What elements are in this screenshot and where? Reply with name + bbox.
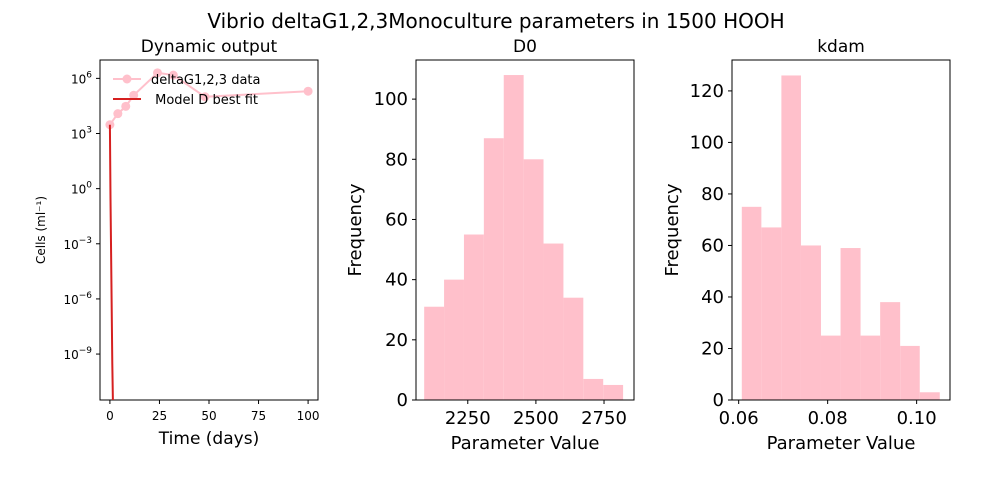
histogram-bar (860, 335, 881, 400)
dynamic-output-axes-frame (99, 59, 319, 401)
y-tick-label: 100 (690, 132, 724, 153)
d0-x-label: Parameter Value (451, 433, 600, 454)
kdam-y-ticks: 0 20 40 60 80 100 120 (690, 81, 732, 411)
y-tick-label: 10−9 (63, 346, 92, 362)
x-tick-label: 0 (106, 409, 114, 423)
x-tick-label: 0.10 (897, 408, 937, 429)
x-tick-label: 0.08 (808, 408, 848, 429)
y-tick-label: 120 (690, 81, 724, 102)
y-tick-label: 60 (385, 209, 408, 230)
histogram-bar (919, 392, 940, 400)
y-tick-label: 80 (701, 184, 724, 205)
x-tick-label: 75 (251, 409, 266, 423)
figure-title: Vibrio deltaG1,2,3Monoculture parameters… (207, 9, 784, 33)
d0-x-ticks: 2250 2500 2750 (445, 400, 627, 429)
data-point (152, 68, 162, 78)
histogram-bar (800, 245, 821, 400)
histogram-bar (424, 306, 445, 400)
y-tick-label: 0 (713, 390, 724, 411)
dynamic-output-x-label: Time (days) (158, 429, 259, 449)
legend-data-label: deltaG1,2,3 data (151, 73, 261, 88)
kdam-x-ticks: 0.06 0.08 0.10 (719, 400, 937, 429)
histogram-bar (603, 384, 624, 400)
x-tick-label: 50 (201, 409, 216, 423)
model-fit-line (108, 124, 114, 400)
y-tick-label: 40 (385, 270, 408, 291)
histogram-bar (523, 159, 544, 400)
legend-data-marker-swatch (122, 74, 132, 84)
histogram-bar (463, 234, 484, 400)
x-tick-label: 2750 (581, 408, 627, 429)
kdam-title: kdam (817, 37, 865, 57)
histogram-bar (781, 75, 801, 401)
histogram-bar (483, 138, 504, 400)
legend-model-label: Model D best fit (151, 93, 258, 108)
kdam-axes-frame (731, 59, 951, 401)
dynamic-output-legend: deltaG1,2,3 data Model D best fit (113, 73, 261, 108)
y-tick-label: 100 (374, 89, 408, 110)
histogram-bar (840, 248, 861, 400)
histogram-bar (444, 279, 464, 400)
y-tick-label: 106 (71, 70, 92, 86)
d0-title: D0 (513, 37, 537, 57)
data-point (168, 70, 178, 80)
y-tick-label: 60 (701, 235, 724, 256)
data-point (200, 92, 210, 102)
x-tick-label: 2250 (445, 408, 491, 429)
dynamic-output-plot-area (105, 68, 313, 400)
y-tick-label: 0 (397, 390, 408, 411)
histogram-bar (741, 206, 762, 400)
d0-histogram-panel: D0 0 20 40 60 80 100 2250 2500 2750 Parameter V… (345, 37, 635, 454)
histogram-bar (543, 243, 564, 400)
dynamic-output-y-label: Cells (ml⁻¹) (34, 196, 48, 264)
y-tick-label: 40 (701, 287, 724, 308)
histogram-bar (563, 297, 584, 400)
y-tick-label: 20 (701, 338, 724, 359)
data-point (121, 101, 131, 111)
x-tick-label: 0.06 (719, 408, 759, 429)
d0-y-label: Frequency (345, 183, 366, 276)
kdam-histogram-bars (741, 75, 940, 401)
y-tick-label: 103 (71, 126, 92, 142)
histogram-bar (761, 227, 782, 400)
y-tick-label: 80 (385, 149, 408, 170)
histogram-bar (820, 335, 841, 400)
dynamic-output-panel: Dynamic output 106 103 100 10−3 10−6 10−9 0 25… (34, 37, 320, 449)
kdam-x-label: Parameter Value (767, 433, 916, 454)
kdam-y-label: Frequency (662, 183, 683, 276)
dynamic-output-x-ticks: 0 25 50 75 100 (106, 400, 320, 423)
y-tick-label: 10−6 (63, 291, 92, 307)
histogram-bar (900, 345, 920, 400)
d0-axes-frame (415, 59, 635, 401)
data-point (129, 90, 139, 100)
histogram-bar (880, 302, 901, 400)
x-tick-label: 25 (152, 409, 167, 423)
data-point (113, 109, 123, 119)
y-tick-label: 10−3 (63, 236, 92, 252)
y-tick-label: 100 (71, 181, 92, 197)
d0-histogram-bars (424, 75, 624, 400)
d0-y-ticks: 0 20 40 60 80 100 (374, 89, 416, 411)
histogram-bar (503, 75, 524, 400)
dynamic-output-y-ticks: 106 103 100 10−3 10−6 10−9 (63, 70, 100, 362)
y-tick-label: 20 (385, 330, 408, 351)
histogram-bar (583, 378, 604, 400)
data-point (303, 86, 313, 96)
x-tick-label: 2500 (513, 408, 559, 429)
kdam-histogram-panel: kdam 0 20 40 60 80 100 120 0.06 0.08 0.10 Parame… (662, 37, 951, 454)
dynamic-output-title: Dynamic output (141, 37, 278, 57)
x-tick-label: 100 (297, 409, 320, 423)
